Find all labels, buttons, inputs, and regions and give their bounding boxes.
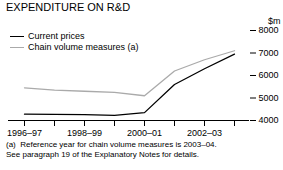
html-text:EXPENDITURE ON R&D: EXPENDITURE ON R&D: [6, 1, 131, 13]
svg-text:2002–03: 2002–03: [187, 128, 222, 138]
svg-text:4000: 4000: [259, 115, 279, 125]
svg-text:2000–01: 2000–01: [127, 128, 162, 138]
svg-text:6000: 6000: [259, 70, 279, 80]
html-text:Current prices: Current prices: [28, 31, 85, 41]
html-text:Chain volume measures (a): Chain volume measures (a): [28, 42, 139, 52]
svg-text:$m: $m: [268, 16, 281, 26]
svg-text:1996–97: 1996–97: [7, 128, 42, 138]
svg-text:8000: 8000: [259, 25, 279, 35]
svg-text:5000: 5000: [259, 93, 279, 103]
html-text:(a) Reference year for chain v: (a) Reference year for chain volume meas…: [6, 140, 217, 159]
svg-text:1998–99: 1998–99: [67, 128, 102, 138]
svg-text:7000: 7000: [259, 48, 279, 58]
